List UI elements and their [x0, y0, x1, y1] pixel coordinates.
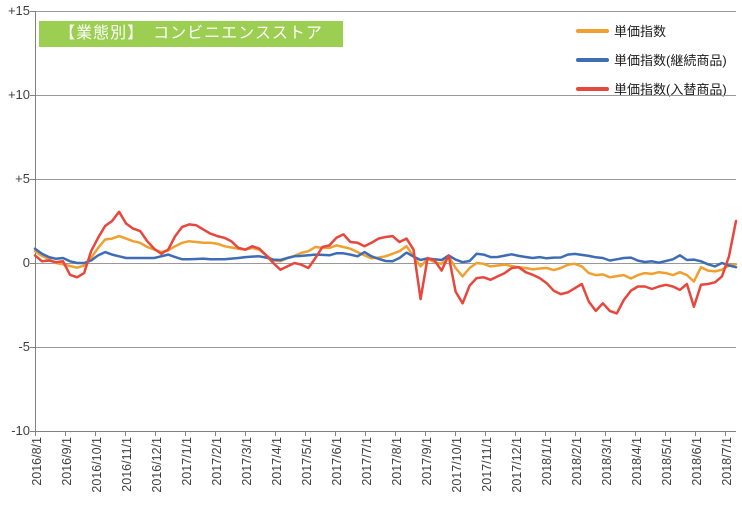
legend-item: 単価指数(継続商品): [576, 45, 727, 74]
x-axis-label: 2017/10/1: [450, 437, 464, 493]
legend-line-swatch: [576, 57, 609, 62]
legend-item: 単価指数: [576, 16, 727, 45]
x-axis-label: 2016/8/1: [30, 437, 44, 486]
x-axis-label: 2017/11/1: [480, 437, 494, 492]
y-axis-label: -5: [18, 339, 30, 354]
chart-title: 【業態別】 コンビニエンスストア: [39, 21, 343, 47]
legend-label: 単価指数(継続商品): [614, 53, 727, 68]
x-axis-label: 2016/9/1: [60, 437, 74, 486]
legend: 単価指数単価指数(継続商品) 単価指数(入替商品): [576, 16, 727, 103]
series-line-単価指数: [33, 234, 738, 283]
legend-label: 単価指数: [614, 24, 667, 39]
y-axis-label: +5: [15, 171, 30, 186]
x-axis-label: 2017/2/1: [210, 437, 224, 486]
legend-line-swatch: [576, 28, 609, 33]
legend-line-swatch: [576, 86, 609, 91]
x-axis-label: 2017/8/1: [390, 437, 404, 486]
y-axis-label: 0: [22, 255, 30, 270]
x-axis-label: 2017/6/1: [330, 437, 344, 486]
x-axis-label: 2016/12/1: [150, 437, 164, 493]
x-axis-label: 2017/7/1: [360, 437, 374, 486]
x-axis-label: 2017/3/1: [240, 437, 254, 486]
x-axis-label: 2018/2/1: [570, 437, 584, 486]
series-line-単価指数(継続商品): [33, 247, 738, 269]
x-axis-label: 2017/12/1: [510, 437, 524, 493]
series-line-単価指数(入替商品): [33, 210, 738, 315]
x-axis-label: 2018/5/1: [660, 437, 674, 486]
x-axis-label: 2016/11/1: [120, 437, 134, 492]
x-axis-label: 2017/5/1: [300, 437, 314, 486]
x-axis-label: 2018/4/1: [630, 437, 644, 486]
y-axis-label: -10: [11, 423, 30, 438]
x-axis-label: 2016/10/1: [90, 437, 104, 493]
x-axis-label: 2017/4/1: [270, 437, 284, 486]
x-axis-label: 2017/9/1: [420, 437, 434, 486]
x-axis-label: 2017/1/1: [180, 437, 194, 486]
x-axis-label: 2018/3/1: [600, 437, 614, 486]
x-axis-label: 2018/7/1: [720, 437, 734, 486]
x-axis-label: 2018/1/1: [540, 437, 554, 486]
x-axis-label: 2018/6/1: [690, 437, 704, 486]
legend-label: 単価指数(入替商品): [614, 82, 727, 97]
y-axis-label: +15: [7, 3, 30, 18]
legend-item: 単価指数(入替商品): [576, 74, 727, 103]
y-axis-label: +10: [7, 87, 30, 102]
